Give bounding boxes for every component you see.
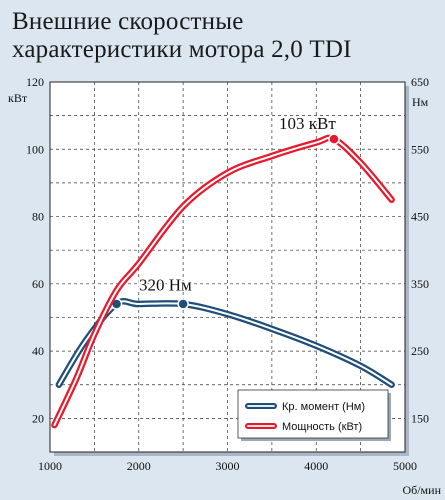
- x-tick-label: 3000: [216, 459, 240, 473]
- series-marker-1: [328, 133, 340, 145]
- x-tick-label: 4000: [304, 459, 328, 473]
- y-right-unit: Нм: [412, 95, 429, 109]
- x-tick-label: 2000: [127, 459, 151, 473]
- x-tick-label: 1000: [38, 459, 62, 473]
- y-right-tick-label: 150: [411, 411, 429, 425]
- x-tick-label: 5000: [393, 459, 417, 473]
- y-right-tick-label: 350: [411, 277, 429, 291]
- legend: [237, 389, 389, 439]
- y-left-tick-label: 80: [32, 210, 44, 224]
- legend-label: Кр. момент (Нм): [282, 401, 365, 413]
- x-unit: Об/мин: [402, 483, 441, 497]
- annotation-label: 320 Нм: [139, 276, 192, 295]
- y-left-unit: кВт: [8, 91, 28, 105]
- y-left-tick-label: 100: [26, 142, 44, 156]
- y-right-tick-label: 450: [411, 210, 429, 224]
- legend-label: Мощность (кВт): [282, 421, 362, 433]
- y-right-tick-label: 650: [411, 75, 429, 89]
- y-left-tick-label: 120: [26, 75, 44, 89]
- chart-title-line-1: Внешние скоростные: [12, 8, 244, 35]
- y-left-tick-label: 20: [32, 411, 44, 425]
- annotation-label: 103 кВт: [279, 114, 336, 133]
- chart-title-line-2: характеристики мотора 2,0 TDI: [12, 36, 352, 63]
- y-right-tick-label: 250: [411, 344, 429, 358]
- y-right-tick-label: 550: [411, 142, 429, 156]
- y-left-tick-label: 60: [32, 277, 44, 291]
- series-marker-0: [177, 298, 189, 310]
- y-left-tick-label: 40: [32, 344, 44, 358]
